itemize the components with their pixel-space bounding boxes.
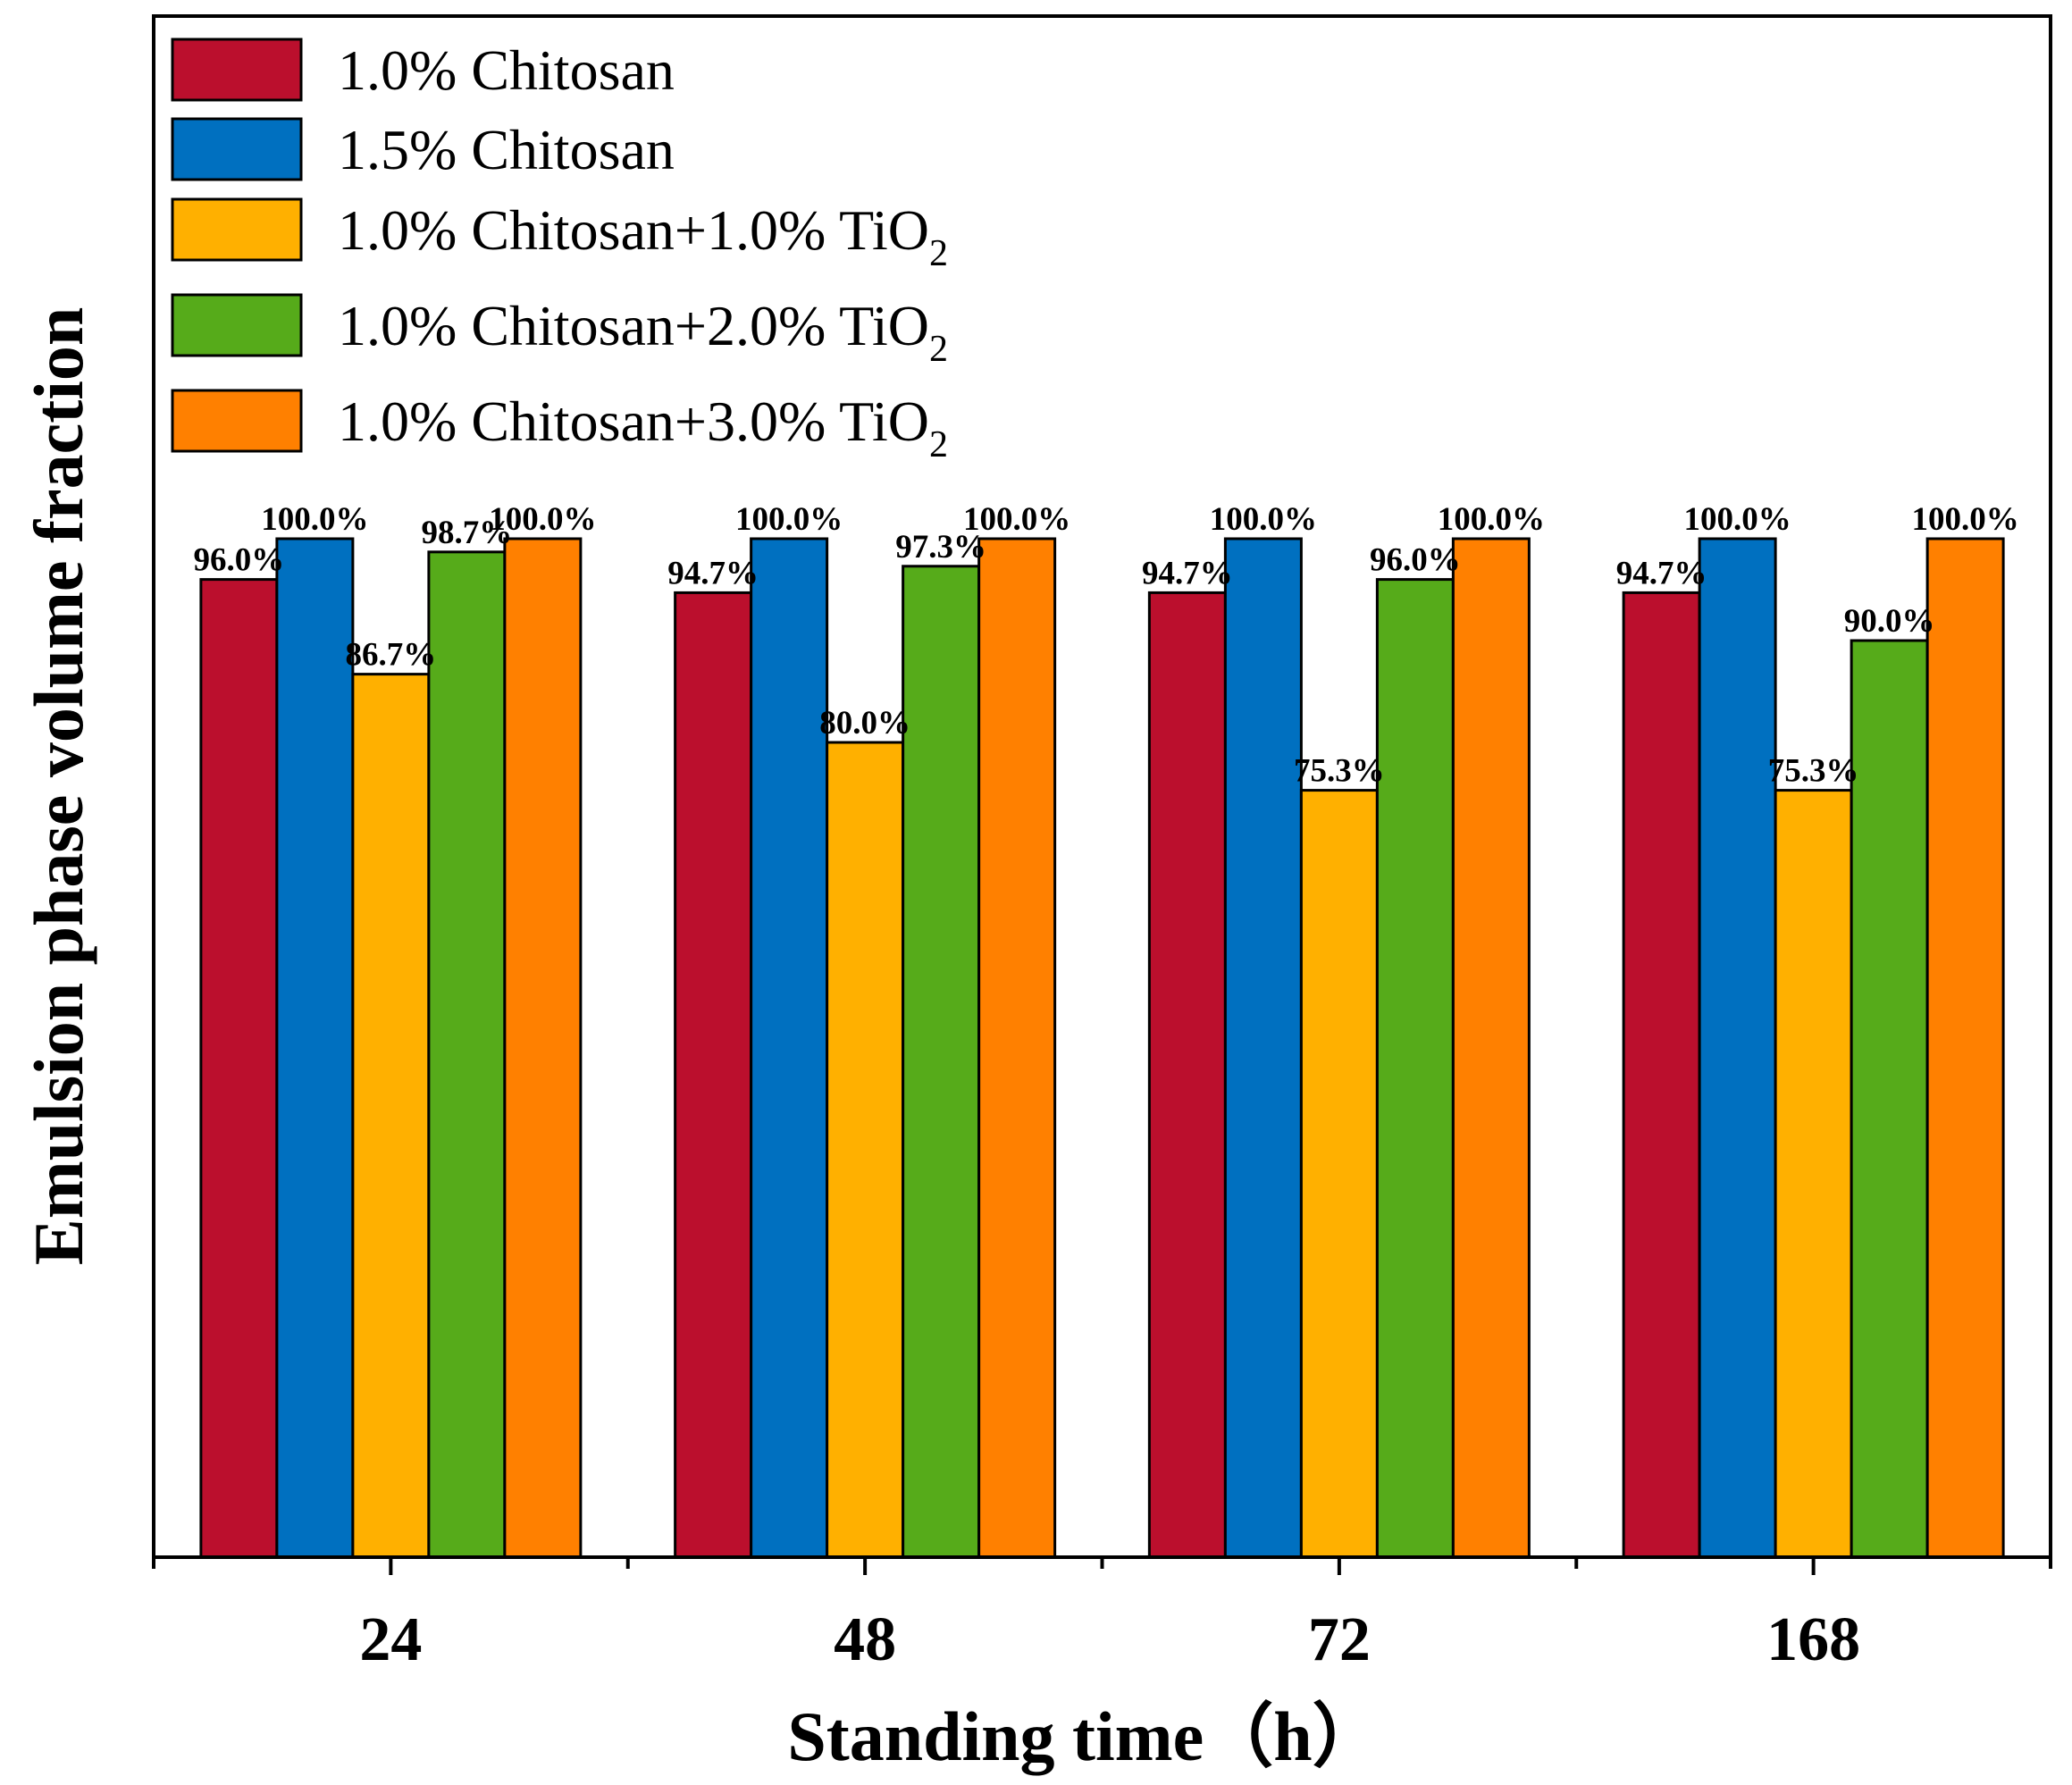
data-label-168-series-1: 94.7%	[1616, 555, 1707, 591]
legend-swatch-series-4	[171, 293, 303, 357]
y-axis-title: Emulsion phase volume fraction	[20, 307, 97, 1266]
legend-swatch-series-1	[171, 38, 303, 102]
data-label-168-series-4: 90.0%	[1844, 603, 1935, 640]
data-label-24-series-5: 100.0%	[489, 501, 596, 538]
bar-24-series-3	[351, 673, 431, 1559]
data-label-48-series-4: 97.3%	[895, 529, 986, 566]
bar-168-series-4	[1850, 639, 1929, 1559]
bar-168-series-3	[1774, 789, 1853, 1559]
data-label-72-series-4: 96.0%	[1370, 542, 1461, 579]
data-label-24-series-1: 96.0%	[194, 542, 285, 579]
bar-72-series-1	[1147, 591, 1227, 1559]
bar-72-series-3	[1299, 789, 1379, 1559]
bar-48-series-4	[902, 565, 981, 1559]
bar-24-series-4	[427, 550, 507, 1559]
bar-168-series-2	[1698, 537, 1777, 1559]
bar-24-series-2	[275, 537, 355, 1559]
legend: 1.0% Chitosan 1.5% Chitosan 1.0% Chitosan+…	[171, 38, 948, 465]
bar-48-series-3	[826, 741, 905, 1559]
legend-label-series-5: 1.0% Chitosan+3.0% TiO2	[338, 390, 948, 465]
bar-168-series-5	[1925, 537, 2005, 1559]
bar-48-series-2	[750, 537, 829, 1559]
data-label-72-series-2: 100.0%	[1210, 501, 1317, 538]
data-label-72-series-3: 75.3%	[1294, 753, 1385, 790]
data-label-24-series-4: 98.7%	[422, 515, 513, 551]
data-label-168-series-2: 100.0%	[1684, 501, 1791, 538]
x-tick-label-168: 168	[1766, 1605, 1860, 1674]
data-labels-layer: 96.0%100.0%86.7%98.7%100.0%94.7%100.0%80…	[194, 501, 2019, 790]
x-axis-ticks: 24 48 72 168	[152, 1557, 2052, 1674]
data-label-72-series-5: 100.0%	[1438, 501, 1545, 538]
x-tick-label-48: 48	[834, 1605, 896, 1674]
bar-72-series-2	[1223, 537, 1303, 1559]
legend-swatch-series-5	[171, 389, 303, 453]
bar-48-series-5	[977, 537, 1057, 1559]
legend-label-series-4: 1.0% Chitosan+2.0% TiO2	[338, 294, 948, 370]
bar-48-series-1	[674, 591, 753, 1559]
legend-swatch-series-2	[171, 117, 303, 181]
data-label-48-series-5: 100.0%	[963, 501, 1070, 538]
data-label-48-series-1: 94.7%	[667, 555, 759, 591]
data-label-168-series-3: 75.3%	[1768, 753, 1859, 790]
data-label-48-series-2: 100.0%	[735, 501, 843, 538]
data-label-72-series-1: 94.7%	[1142, 555, 1233, 591]
data-label-24-series-2: 100.0%	[261, 501, 368, 538]
bar-168-series-1	[1622, 591, 1701, 1559]
bars-layer	[199, 537, 2005, 1559]
bar-72-series-5	[1451, 537, 1531, 1559]
legend-label-series-3: 1.0% Chitosan+1.0% TiO2	[338, 198, 948, 274]
x-axis-title: Standing time（h）	[787, 1697, 1381, 1775]
bar-24-series-1	[199, 578, 279, 1559]
data-label-168-series-5: 100.0%	[1912, 501, 2019, 538]
legend-label-series-1: 1.0% Chitosan	[338, 38, 675, 102]
bar-72-series-4	[1375, 578, 1455, 1559]
data-label-48-series-3: 80.0%	[819, 705, 910, 742]
legend-swatch-series-3	[171, 197, 303, 262]
legend-label-series-2: 1.5% Chitosan	[338, 118, 675, 181]
x-tick-label-24: 24	[359, 1605, 422, 1674]
x-tick-label-72: 72	[1308, 1605, 1371, 1674]
data-label-24-series-3: 86.7%	[346, 637, 437, 674]
bar-24-series-5	[503, 537, 583, 1559]
